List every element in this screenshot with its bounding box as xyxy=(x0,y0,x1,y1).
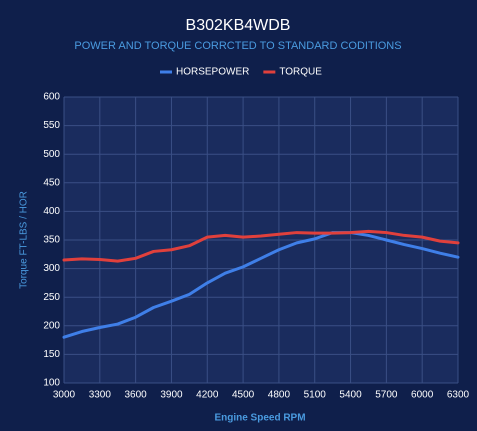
x-tick-label: 3000 xyxy=(53,390,76,401)
x-tick-label: 5400 xyxy=(339,390,362,401)
y-tick-label: 150 xyxy=(43,349,60,360)
x-tick-label: 6300 xyxy=(447,390,470,401)
y-tick-label: 250 xyxy=(43,292,60,303)
x-tick-label: 5100 xyxy=(304,390,327,401)
y-tick-label: 400 xyxy=(43,206,60,217)
y-tick-label: 200 xyxy=(43,320,60,331)
y-tick-label: 450 xyxy=(43,177,60,188)
y-tick-label: 100 xyxy=(43,378,60,389)
x-tick-label: 6000 xyxy=(411,390,434,401)
x-tick-label: 5700 xyxy=(375,390,398,401)
x-tick-label: 4800 xyxy=(268,390,291,401)
legend-label: HORSEPOWER xyxy=(176,67,249,78)
x-tick-label: 3600 xyxy=(125,390,148,401)
x-axis-label: Engine Speed RPM xyxy=(214,413,305,424)
y-tick-label: 550 xyxy=(43,120,60,131)
y-tick-label: 600 xyxy=(43,92,60,103)
chart-subtitle: POWER AND TORQUE CORRCTED TO STANDARD CO… xyxy=(74,40,401,52)
y-tick-label: 350 xyxy=(43,235,60,246)
chart-title: B302KB4WDB xyxy=(186,17,291,34)
x-tick-label: 4200 xyxy=(196,390,219,401)
series-line xyxy=(62,231,460,339)
x-tick-label: 3900 xyxy=(160,390,183,401)
x-tick-label: 4500 xyxy=(232,390,255,401)
legend-label: TORQUE xyxy=(279,67,322,78)
y-tick-label: 300 xyxy=(43,263,60,274)
x-tick-label: 3300 xyxy=(89,390,112,401)
y-tick-label: 500 xyxy=(43,149,60,160)
y-axis-label: Torque FT-LBS / HOR xyxy=(19,191,30,289)
series-line xyxy=(62,229,460,263)
